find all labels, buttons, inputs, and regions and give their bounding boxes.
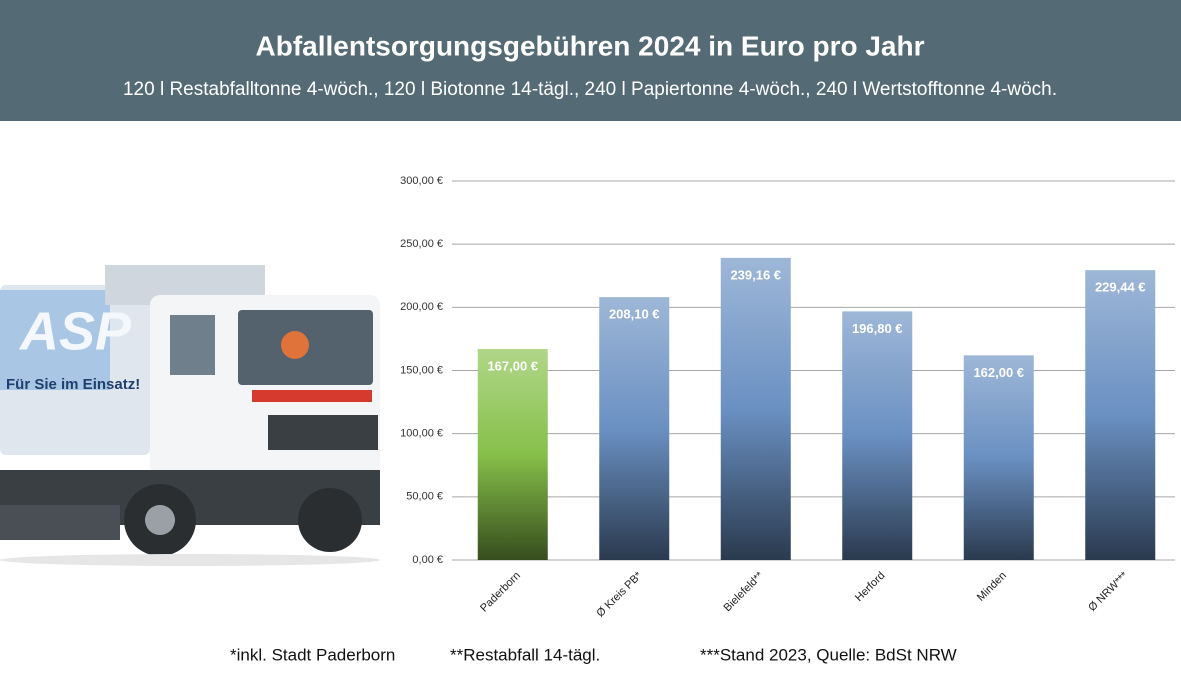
y-tick-label: 250,00 €	[400, 238, 443, 250]
chart-title: Abfallentsorgungsgebühren 2024 in Euro p…	[256, 30, 925, 61]
value-label: 208,10 €	[609, 307, 660, 322]
bar	[599, 297, 670, 560]
x-tick-label: Ø Kreis PB*	[594, 569, 644, 619]
x-tick-label: Herford	[853, 570, 887, 604]
value-label: 239,16 €	[730, 267, 781, 282]
y-tick-label: 150,00 €	[400, 364, 443, 376]
bar	[477, 349, 548, 560]
footnote: ***Stand 2023, Quelle: BdSt NRW	[700, 645, 957, 664]
bar	[720, 257, 791, 560]
y-tick-label: 100,00 €	[400, 428, 443, 440]
svg-text:ASP: ASP	[18, 301, 132, 361]
truck-illustration: ASP Für Sie im Einsatz!	[0, 265, 380, 566]
svg-text:Für Sie im Einsatz!: Für Sie im Einsatz!	[6, 376, 140, 393]
bar	[1085, 270, 1156, 560]
y-tick-label: 200,00 €	[400, 301, 443, 313]
y-tick-label: 0,00 €	[412, 554, 443, 566]
footnote: **Restabfall 14-tägl.	[450, 645, 600, 664]
footnote: *inkl. Stadt Paderborn	[230, 645, 395, 664]
y-tick-label: 50,00 €	[406, 491, 443, 503]
y-tick-label: 300,00 €	[400, 175, 443, 187]
x-tick-label: Minden	[975, 570, 1009, 604]
x-tick-label: Bielefeld**	[722, 569, 767, 614]
value-label: 162,00 €	[973, 365, 1024, 380]
chart-subtitle: 120 l Restabfalltonne 4-wöch., 120 l Bio…	[123, 79, 1057, 100]
bar	[842, 311, 913, 560]
value-label: 167,00 €	[487, 358, 538, 373]
bar	[963, 355, 1034, 560]
value-label: 196,80 €	[852, 321, 903, 336]
value-label: 229,44 €	[1095, 280, 1146, 295]
header-band	[0, 0, 1181, 121]
x-tick-label: Ø NRW***	[1086, 569, 1131, 614]
x-tick-label: Paderborn	[478, 570, 523, 615]
